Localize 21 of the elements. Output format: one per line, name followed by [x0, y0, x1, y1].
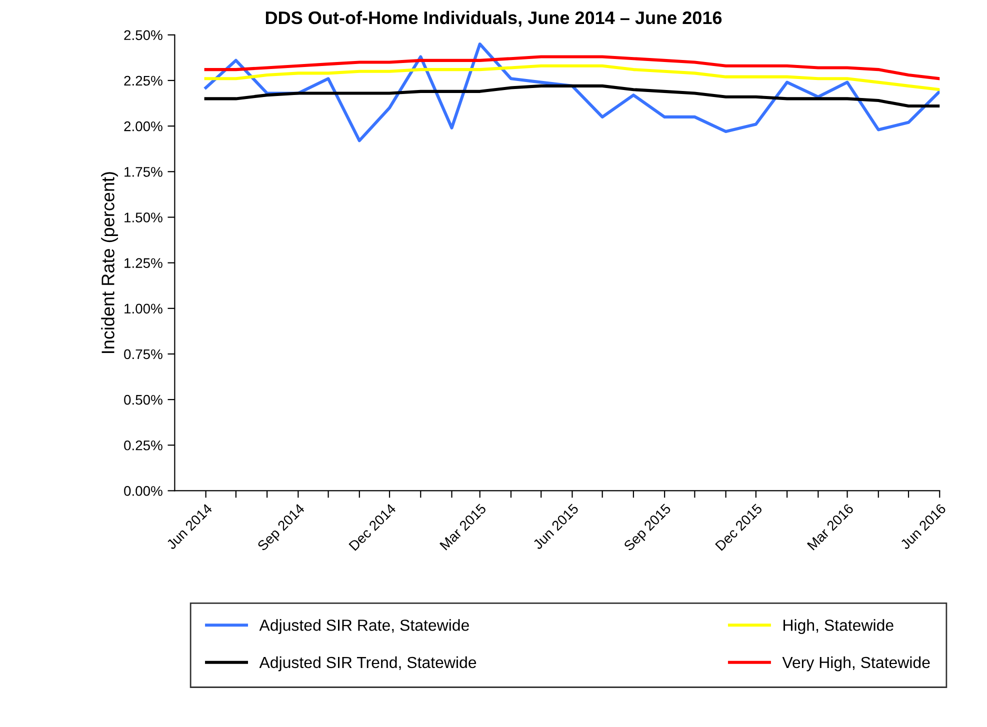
line-series — [204, 64, 940, 92]
line-series — [204, 55, 940, 80]
line-series — [204, 42, 940, 142]
y-tick-label: 1.00% — [124, 304, 162, 314]
y-tick-label: 1.50% — [124, 212, 162, 222]
legend-label: Adjusted SIR Rate, Statewide — [259, 619, 469, 634]
chart-title: DDS Out-of-Home Individuals, June 2014 – June 2016 — [266, 10, 722, 27]
line-series — [204, 84, 940, 108]
legend-label: High, Statewide — [784, 619, 894, 634]
legend-label: Adjusted SIR Trend, Statewide — [259, 656, 476, 672]
y-tick-label: 0.00% — [124, 486, 162, 496]
y-tick-label: 0.50% — [124, 394, 162, 405]
y-tick-label: 0.25% — [124, 440, 162, 450]
y-tick-label: 2.25% — [124, 76, 162, 86]
y-tick-label: 1.75% — [124, 167, 162, 177]
y-tick-label: 0.75% — [124, 349, 162, 360]
legend-label: Very High, Statewide — [782, 656, 930, 672]
y-tick-label: 2.00% — [124, 121, 162, 132]
y-tick-label: 1.25% — [124, 258, 162, 268]
y-axis-title: Incident Rate (percent) — [101, 172, 118, 353]
y-tick-label: 2.50% — [124, 30, 162, 40]
